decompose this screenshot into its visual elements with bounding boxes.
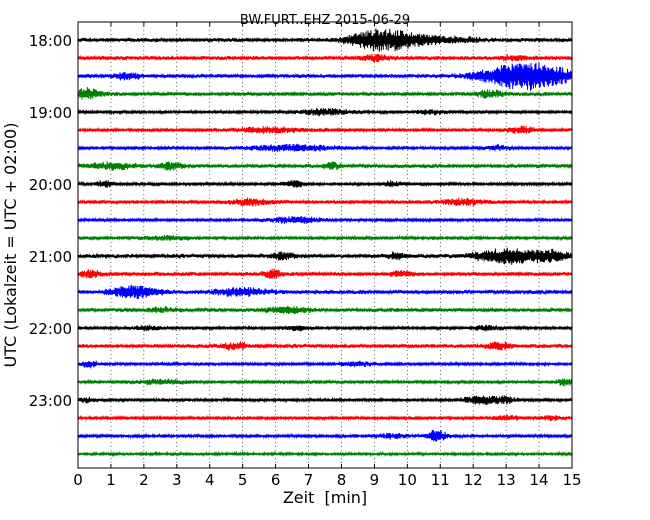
trace-2130 [77, 284, 573, 300]
trace-2000 [77, 180, 573, 188]
x-tick-label: 10 [398, 471, 417, 489]
trace-1945 [77, 161, 573, 171]
trace-2315 [77, 414, 573, 422]
y-axis-label: UTC (Lokalzeit = UTC + 02:00) [1, 123, 20, 368]
trace-2115 [77, 268, 573, 279]
y-tick-label: 21:00 [29, 248, 72, 266]
x-axis: 0 1 2 3 4 5 6 7 8 9 10 11 12 13 14 15 [73, 22, 582, 489]
y-tick-label: 22:00 [29, 320, 72, 338]
trace-2045 [77, 234, 573, 242]
x-tick-label: 15 [562, 471, 581, 489]
trace-1815 [77, 53, 573, 63]
x-tick-label: 1 [106, 471, 116, 489]
y-tick-label: 18:00 [29, 32, 72, 50]
x-tick-label: 12 [464, 471, 483, 489]
x-tick-label: 8 [337, 471, 347, 489]
y-tick-label: 19:00 [29, 104, 72, 122]
x-tick-label: 0 [73, 471, 83, 489]
chart-title: BW.FURT..EHZ 2015-06-29 [240, 13, 410, 28]
x-tick-label: 13 [497, 471, 516, 489]
x-tick-label: 7 [304, 471, 314, 489]
x-tick-label: 11 [431, 471, 450, 489]
y-tick-label: 23:00 [29, 392, 72, 410]
trace-2345 [77, 450, 573, 458]
y-tick-label: 20:00 [29, 176, 72, 194]
trace-1930 [77, 143, 573, 153]
trace-2100 [77, 247, 573, 265]
trace-2030 [77, 216, 573, 224]
traces [77, 28, 573, 458]
x-tick-label: 3 [172, 471, 182, 489]
x-axis-label: Zeit [min] [283, 488, 367, 507]
x-tick-label: 4 [205, 471, 215, 489]
x-tick-label: 14 [530, 471, 549, 489]
plot-frame [77, 21, 573, 469]
x-tick-label: 6 [271, 471, 281, 489]
trace-2200 [77, 324, 573, 332]
x-tick-label: 2 [139, 471, 149, 489]
trace-2015 [77, 197, 573, 207]
trace-1830 [77, 62, 573, 91]
trace-2245 [77, 378, 573, 387]
trace-1900 [77, 108, 573, 117]
trace-1915 [77, 125, 573, 135]
y-axis: 18:00 19:00 20:00 21:00 22:00 23:00 [29, 32, 572, 410]
trace-2300 [77, 395, 573, 405]
trace-2215 [77, 341, 573, 351]
trace-2145 [77, 305, 573, 315]
trace-2330 [77, 429, 573, 442]
x-tick-label: 9 [370, 471, 380, 489]
x-tick-label: 5 [238, 471, 248, 489]
trace-1800 [77, 28, 573, 52]
trace-2230 [77, 360, 573, 369]
trace-1845 [77, 87, 573, 100]
